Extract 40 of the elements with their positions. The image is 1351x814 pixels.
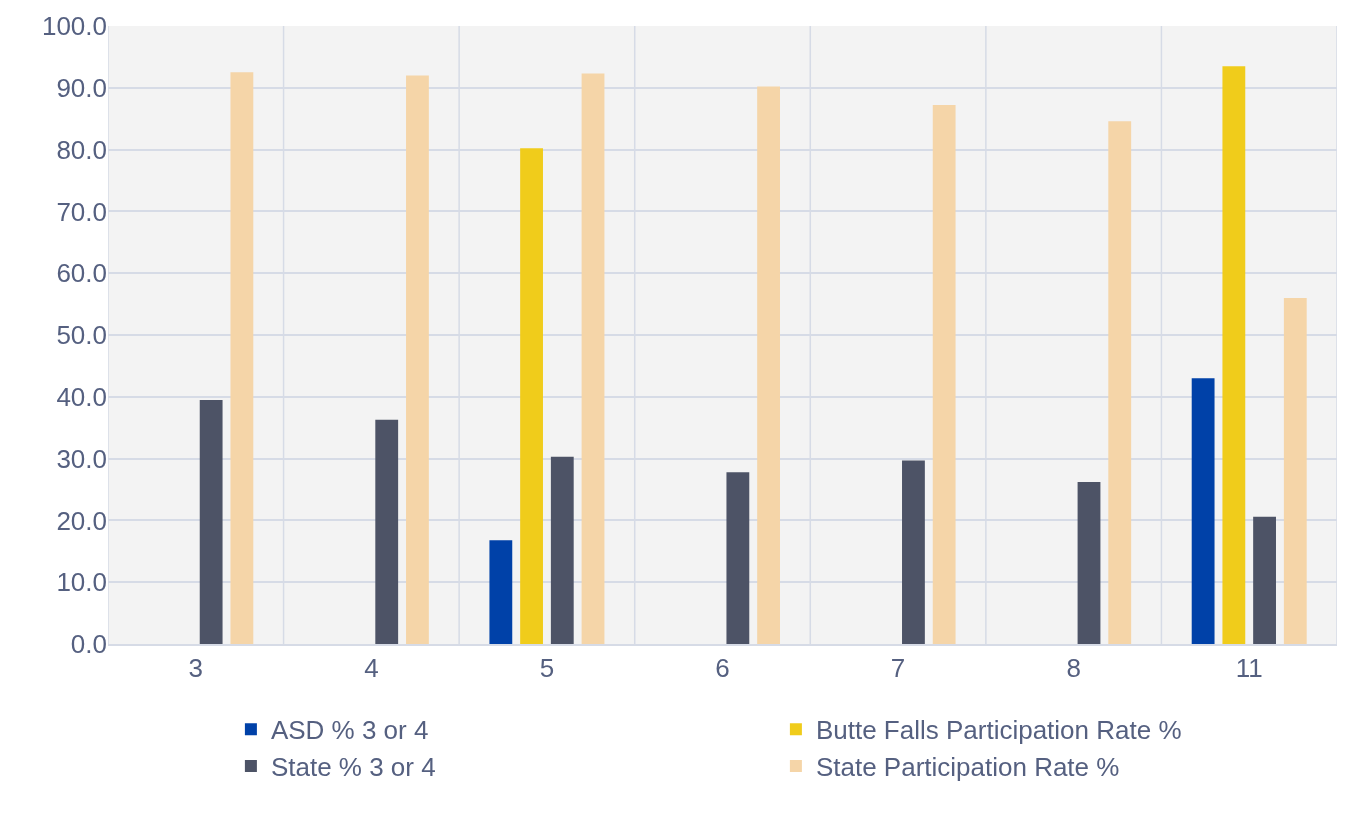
x-tick-label: 3: [188, 652, 204, 683]
legend-label: State Participation Rate %: [815, 752, 1120, 783]
bar: [1222, 66, 1246, 644]
y-tick-label: 40.0: [56, 381, 107, 412]
x-tick-label: 6: [715, 652, 730, 683]
x-tick-label: 5: [539, 652, 555, 683]
y-tick-label: 0.0: [70, 629, 107, 660]
bar: [1283, 297, 1307, 644]
x-tick-label: 8: [1066, 652, 1081, 683]
bar: [406, 75, 429, 644]
legend-label: State % 3 or 4: [270, 752, 436, 783]
bar: [489, 540, 513, 644]
y-tick-label: 20.0: [56, 505, 107, 536]
bar: [1077, 482, 1101, 644]
y-tick-label: 30.0: [56, 443, 107, 474]
bar: [1253, 516, 1276, 644]
legend-label: Butte Falls Participation Rate %: [815, 715, 1182, 746]
bar: [1108, 121, 1132, 644]
y-tick-label: 70.0: [56, 196, 107, 227]
y-tick-label: 80.0: [56, 134, 107, 165]
x-tick-label: 7: [890, 652, 906, 683]
bar: [230, 72, 254, 644]
bar: [581, 73, 605, 644]
y-tick-label: 90.0: [56, 72, 107, 103]
x-tick-label: 4: [364, 652, 379, 683]
y-tick-label: 10.0: [56, 567, 107, 598]
bar: [902, 460, 925, 644]
bar: [726, 472, 750, 644]
bar: [932, 105, 956, 644]
bar: [550, 456, 574, 644]
legend-label: ASD % 3 or 4: [270, 715, 429, 746]
bar: [520, 148, 543, 644]
y-tick-label: 50.0: [56, 320, 107, 351]
y-tick-label: 60.0: [56, 258, 107, 289]
bar: [375, 419, 399, 644]
y-tick-label: 100.0: [41, 11, 107, 42]
bar: [757, 86, 780, 644]
x-tick-label: 11: [1235, 652, 1263, 683]
bar: [1191, 378, 1215, 644]
bar: [199, 399, 223, 644]
